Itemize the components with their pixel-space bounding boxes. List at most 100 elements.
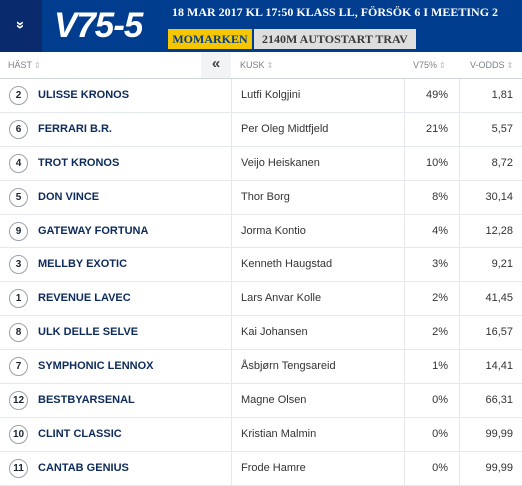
horse-name-link[interactable]: ULK DELLE SELVE xyxy=(38,326,139,339)
column-divider xyxy=(459,248,460,282)
column-divider xyxy=(231,146,232,180)
v75-percent: 10% xyxy=(425,156,448,169)
table-row[interactable]: 6 FERRARI B.R. Per Oleg Midtfjeld 21% 5,57 xyxy=(0,112,522,147)
table-row[interactable]: 4 TROT KRONOS Veijo Heiskanen 10% 8,72 xyxy=(0,146,522,181)
track-badge: MOMARKEN xyxy=(168,29,252,49)
start-number-badge: 12 xyxy=(9,391,28,411)
horse-name-link[interactable]: GATEWAY FORTUNA xyxy=(38,224,149,237)
collapse-column-button[interactable]: « xyxy=(201,52,231,78)
table-row[interactable]: 7 SYMPHONIC LENNOX Åsbjørn Tengsareid 1% 14,… xyxy=(0,350,522,385)
column-divider xyxy=(404,316,405,350)
driver-name: Per Oleg Midtfjeld xyxy=(241,122,329,135)
v75-percent: 1% xyxy=(432,360,448,373)
odds-column-header[interactable]: V-ODDS ⇕ xyxy=(470,60,514,70)
driver-name: Kenneth Haugstad xyxy=(241,258,333,271)
v75-percent: 4% xyxy=(432,224,448,237)
column-divider xyxy=(459,316,460,350)
v-odds: 1,81 xyxy=(491,89,513,101)
driver-name: Thor Borg xyxy=(241,190,290,203)
driver-name: Jorma Kontio xyxy=(241,224,306,237)
start-number-badge: 8 xyxy=(9,323,28,343)
table-row[interactable]: 1 REVENUE LAVEC Lars Anvar Kolle 2% 41,45 xyxy=(0,282,522,317)
v-odds: 9,21 xyxy=(491,258,513,271)
column-divider xyxy=(459,214,460,248)
column-divider xyxy=(404,384,405,417)
column-divider xyxy=(459,384,460,417)
expand-toggle-button[interactable]: » xyxy=(0,0,42,52)
table-row[interactable]: 10 CLINT CLASSIC Kristian Malmin 0% 99,99 xyxy=(0,417,522,452)
race-header: » V75-5 18 MAR 2017 KL 17:50 KLASS LL, F… xyxy=(0,0,522,52)
column-divider xyxy=(231,282,232,316)
start-number-badge: 7 xyxy=(9,357,28,377)
v-odds: 16,57 xyxy=(485,326,513,339)
column-divider xyxy=(459,282,460,316)
horse-name-link[interactable]: SYMPHONIC LENNOX xyxy=(38,360,154,373)
v-odds: 5,57 xyxy=(491,122,513,135)
horse-name-link[interactable]: CANTAB GENIUS xyxy=(38,461,129,474)
pct-column-header[interactable]: V75% ⇕ xyxy=(413,60,446,70)
horse-column-header[interactable]: HÄST ⇕ xyxy=(8,60,41,70)
column-divider xyxy=(231,79,232,112)
column-divider xyxy=(404,180,405,214)
column-divider xyxy=(231,316,232,350)
column-divider xyxy=(231,180,232,214)
v75-percent: 2% xyxy=(432,326,448,339)
v-odds: 41,45 xyxy=(485,292,513,305)
table-row[interactable]: 2 ULISSE KRONOS Lutfi Kolgjini 49% 1,81 xyxy=(0,79,522,113)
column-divider xyxy=(231,248,232,282)
horse-name-link[interactable]: FERRARI B.R. xyxy=(38,122,112,135)
horse-name-link[interactable]: DON VINCE xyxy=(38,190,100,203)
driver-name: Lars Anvar Kolle xyxy=(241,292,322,305)
double-chevron-down-icon: » xyxy=(12,20,30,26)
table-row[interactable]: 9 GATEWAY FORTUNA Jorma Kontio 4% 12,28 xyxy=(0,214,522,249)
starters-table: 2 ULISSE KRONOS Lutfi Kolgjini 49% 1,81 6 FERR… xyxy=(0,79,522,486)
driver-name: Lutfi Kolgjini xyxy=(241,89,301,101)
horse-name-link[interactable]: ULISSE KRONOS xyxy=(38,89,130,101)
start-number-badge: 4 xyxy=(9,153,28,173)
start-number-badge: 10 xyxy=(9,424,28,444)
driver-name: Kristian Malmin xyxy=(241,427,317,440)
column-divider xyxy=(404,214,405,248)
driver-name: Veijo Heiskanen xyxy=(241,156,320,169)
driver-name: Frode Hamre xyxy=(241,461,306,474)
start-number-badge: 11 xyxy=(9,458,28,478)
v-odds: 66,31 xyxy=(485,394,513,407)
driver-column-header[interactable]: KUSK ⇕ xyxy=(240,60,274,70)
column-divider xyxy=(404,79,405,112)
column-divider xyxy=(459,350,460,384)
horse-name-link[interactable]: MELLBY EXOTIC xyxy=(38,258,128,271)
start-number-badge: 2 xyxy=(9,86,28,105)
v75-percent: 0% xyxy=(432,461,448,474)
v75-percent: 49% xyxy=(425,89,448,101)
table-row[interactable]: 5 DON VINCE Thor Borg 8% 30,14 xyxy=(0,180,522,215)
column-divider xyxy=(404,417,405,451)
horse-name-link[interactable]: REVENUE LAVEC xyxy=(38,292,131,305)
sort-icon: ⇕ xyxy=(266,61,274,70)
table-row[interactable]: 3 MELLBY EXOTIC Kenneth Haugstad 3% 9,21 xyxy=(0,248,522,283)
table-row[interactable]: 11 CANTAB GENIUS Frode Hamre 0% 99,99 xyxy=(0,451,522,486)
race-meta: 18 MAR 2017 KL 17:50 KLASS LL, FÖRSÖK 6 … xyxy=(172,5,499,19)
v-odds: 99,99 xyxy=(485,427,513,440)
horse-name-link[interactable]: CLINT CLASSIC xyxy=(38,427,122,440)
column-divider xyxy=(231,112,232,146)
column-divider xyxy=(459,451,460,485)
table-row[interactable]: 8 ULK DELLE SELVE Kai Johansen 2% 16,57 xyxy=(0,316,522,351)
horse-name-link[interactable]: BESTBYARSENAL xyxy=(38,394,135,407)
column-divider xyxy=(404,112,405,146)
table-row[interactable]: 12 BESTBYARSENAL Magne Olsen 0% 66,31 xyxy=(0,384,522,418)
column-divider xyxy=(404,146,405,180)
column-divider xyxy=(459,79,460,112)
v75-percent: 2% xyxy=(432,292,448,305)
start-number-badge: 1 xyxy=(9,289,28,309)
column-divider xyxy=(231,384,232,417)
v75-percent: 8% xyxy=(432,190,448,203)
column-divider xyxy=(459,112,460,146)
column-divider xyxy=(231,350,232,384)
v75-percent: 0% xyxy=(432,427,448,440)
sort-icon: ⇕ xyxy=(439,61,446,70)
horse-name-link[interactable]: TROT KRONOS xyxy=(38,156,120,169)
column-divider xyxy=(459,180,460,214)
sort-icon: ⇕ xyxy=(506,61,514,70)
column-divider xyxy=(231,417,232,451)
v75-percent: 0% xyxy=(432,394,448,407)
